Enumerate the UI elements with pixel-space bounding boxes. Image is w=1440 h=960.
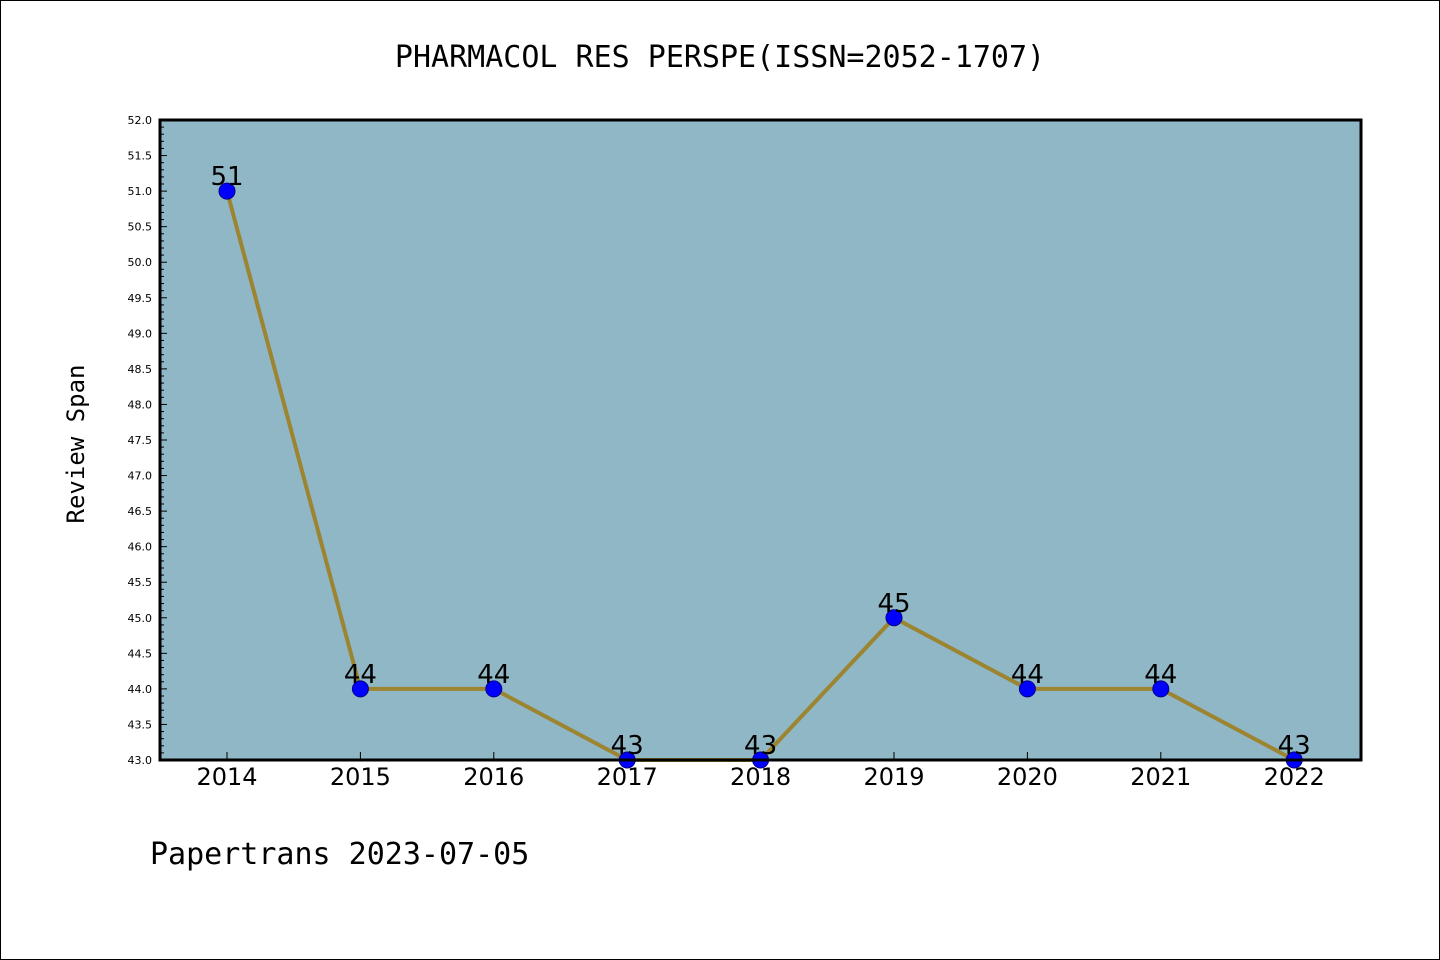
x-tick-label: 2019 xyxy=(863,763,924,791)
y-tick-label: 46.5 xyxy=(128,505,153,518)
data-point-marker xyxy=(1018,680,1036,698)
data-point-marker xyxy=(1152,680,1170,698)
chart-title: PHARMACOL RES PERSPE(ISSN=2052-1707) xyxy=(395,40,1045,75)
y-tick-label: 47.0 xyxy=(128,470,153,483)
data-point-marker xyxy=(351,680,369,698)
data-point-marker xyxy=(885,609,903,627)
plot-border xyxy=(158,118,1363,762)
data-label: 43 xyxy=(611,731,644,761)
data-label: 44 xyxy=(477,660,510,690)
x-tick-label: 2020 xyxy=(997,763,1058,791)
plot-area xyxy=(160,120,1361,760)
y-tick-label: 51.0 xyxy=(128,185,153,198)
x-tick-label: 2015 xyxy=(330,763,391,791)
x-tick-label: 2014 xyxy=(196,763,257,791)
y-tick-label: 43.0 xyxy=(128,754,153,767)
y-axis-label: Review Span xyxy=(62,365,90,524)
data-label: 44 xyxy=(1144,660,1177,690)
y-tick-label: 50.0 xyxy=(128,256,153,269)
y-tick-label: 45.5 xyxy=(128,576,153,589)
y-tick-label: 48.5 xyxy=(128,363,153,376)
data-label: 43 xyxy=(744,731,777,761)
y-tick-label: 47.5 xyxy=(128,434,153,447)
y-tick-label: 52.0 xyxy=(128,114,153,127)
data-labels: 51 44 44 43 43 45 44 44 43 xyxy=(210,162,1310,761)
x-tick-label: 2016 xyxy=(463,763,524,791)
data-label: 43 xyxy=(1278,731,1311,761)
y-tick-label: 50.5 xyxy=(128,221,153,234)
y-tick-label: 44.0 xyxy=(128,683,153,696)
data-point-marker xyxy=(218,182,236,200)
y-tick-label: 51.5 xyxy=(128,150,153,163)
y-axis: 43.0 43.5 44.0 44.5 45.0 45.5 46.0 46.5 47.0 47.5… xyxy=(128,114,167,767)
data-label: 45 xyxy=(877,589,910,619)
y-tick-label: 48.0 xyxy=(128,398,153,411)
footer-watermark: Papertrans 2023-07-05 xyxy=(150,837,529,872)
y-tick-label: 46.0 xyxy=(128,541,153,554)
y-tick-label: 49.5 xyxy=(128,292,153,305)
data-label: 51 xyxy=(210,162,243,192)
data-label: 44 xyxy=(1011,660,1044,690)
y-tick-label: 49.0 xyxy=(128,327,153,340)
data-label: 44 xyxy=(344,660,377,690)
x-tick-label: 2021 xyxy=(1130,763,1191,791)
data-point-marker xyxy=(485,680,503,698)
y-tick-label: 43.5 xyxy=(128,718,153,731)
x-axis: 2014 2015 2016 2017 2018 2019 2020 2021 2022 xyxy=(196,752,1325,791)
y-tick-label: 44.5 xyxy=(128,647,153,660)
y-tick-label: 45.0 xyxy=(128,612,153,625)
